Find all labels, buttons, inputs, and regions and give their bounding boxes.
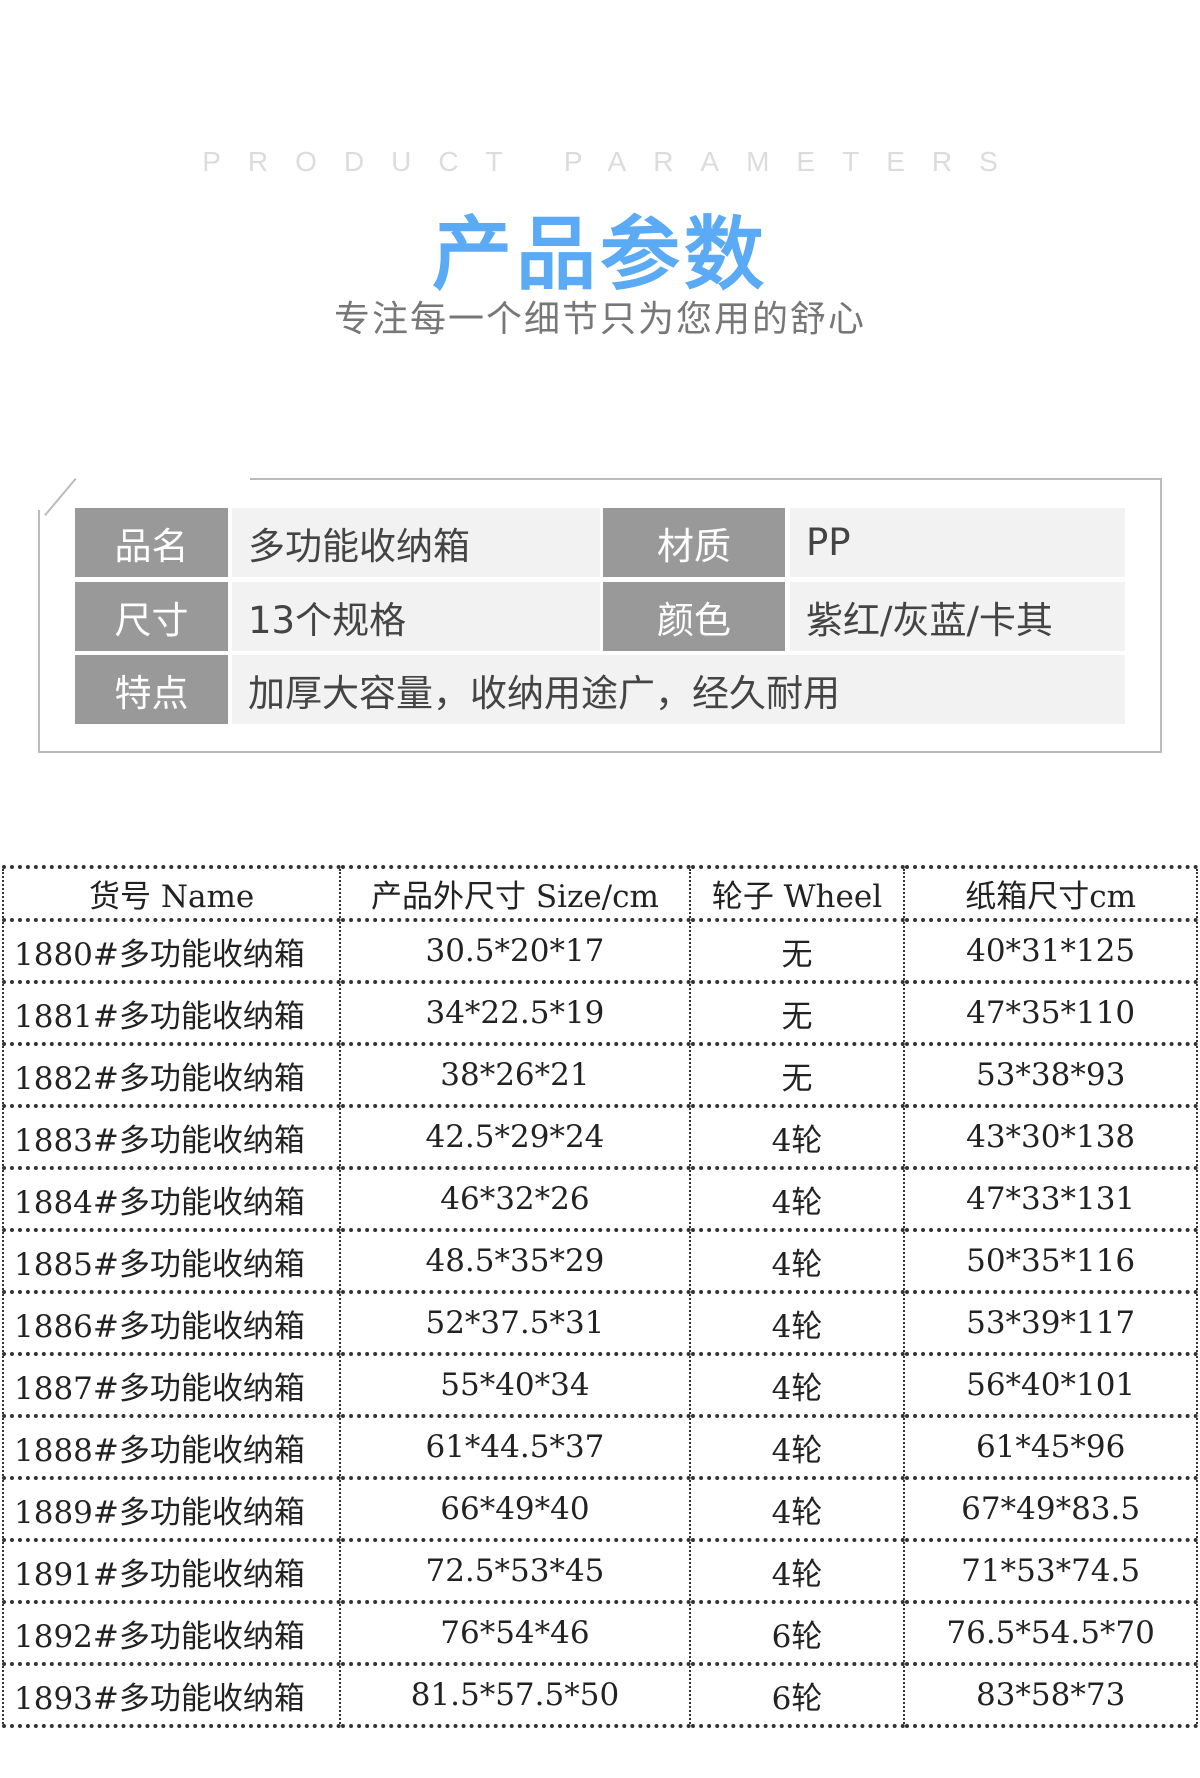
table-row: 1887#多功能收纳箱 55*40*34 4轮 56*40*101 <box>1 1354 1198 1418</box>
table-cell: 30.5*20*17 <box>339 920 691 984</box>
param-value: 多功能收纳箱 <box>232 508 600 577</box>
table-cell: 1883#多功能收纳箱 <box>1 1106 342 1170</box>
table-cell: 1881#多功能收纳箱 <box>1 982 342 1046</box>
param-label: 特点 <box>75 655 228 724</box>
table-cell: 53*39*117 <box>903 1292 1198 1356</box>
table-cell: 83*58*73 <box>903 1664 1198 1728</box>
table-cell: 47*35*110 <box>903 982 1198 1046</box>
column-header: 轮子 Wheel <box>688 865 906 922</box>
column-header: 货号 Name <box>1 865 342 922</box>
table-cell: 无 <box>688 1044 906 1108</box>
table-row: 1880#多功能收纳箱 30.5*20*17 无 40*31*125 <box>1 920 1198 984</box>
table-cell: 52*37.5*31 <box>339 1292 691 1356</box>
table-cell: 48.5*35*29 <box>339 1230 691 1294</box>
table-cell: 42.5*29*24 <box>339 1106 691 1170</box>
table-cell: 6轮 <box>688 1664 906 1728</box>
table-cell: 55*40*34 <box>339 1354 691 1418</box>
param-value: 13个规格 <box>232 582 600 651</box>
frame-line <box>250 478 1162 480</box>
table-cell: 72.5*53*45 <box>339 1540 691 1604</box>
table-cell: 76.5*54.5*70 <box>903 1602 1198 1666</box>
table-cell: 81.5*57.5*50 <box>339 1664 691 1728</box>
table-cell: 66*49*40 <box>339 1478 691 1542</box>
table-cell: 4轮 <box>688 1540 906 1604</box>
subtitle: 专注每一个细节只为您用的舒心 <box>333 299 866 340</box>
table-cell: 4轮 <box>688 1168 906 1232</box>
table-row: 1891#多功能收纳箱 72.5*53*45 4轮 71*53*74.5 <box>1 1540 1198 1604</box>
column-header: 产品外尺寸 Size/cm <box>339 865 691 922</box>
table-row: 1886#多功能收纳箱 52*37.5*31 4轮 53*39*117 <box>1 1292 1198 1356</box>
table-cell: 1886#多功能收纳箱 <box>1 1292 342 1356</box>
param-value: 加厚大容量，收纳用途广，经久耐用 <box>232 655 1125 724</box>
table-cell: 1888#多功能收纳箱 <box>1 1416 342 1480</box>
table-cell: 46*32*26 <box>339 1168 691 1232</box>
table-cell: 50*35*116 <box>903 1230 1198 1294</box>
params-box <box>38 478 1162 753</box>
frame-line <box>38 510 40 751</box>
table-cell: 4轮 <box>688 1230 906 1294</box>
param-label: 尺寸 <box>75 582 228 651</box>
table-cell: 1889#多功能收纳箱 <box>1 1478 342 1542</box>
param-label: 颜色 <box>603 582 785 651</box>
param-label: 品名 <box>75 508 228 577</box>
table-cell: 1882#多功能收纳箱 <box>1 1044 342 1108</box>
column-header: 纸箱尺寸cm <box>903 865 1198 922</box>
table-cell: 40*31*125 <box>903 920 1198 984</box>
table-cell: 无 <box>688 982 906 1046</box>
table-cell: 67*49*83.5 <box>903 1478 1198 1542</box>
size-table: 货号 Name 产品外尺寸 Size/cm 轮子 Wheel 纸箱尺寸cm 1880#… <box>1 865 1198 1728</box>
table-cell: 38*26*21 <box>339 1044 691 1108</box>
table-cell: 1884#多功能收纳箱 <box>1 1168 342 1232</box>
table-cell: 34*22.5*19 <box>339 982 691 1046</box>
table-cell: 61*45*96 <box>903 1416 1198 1480</box>
table-cell: 1880#多功能收纳箱 <box>1 920 342 984</box>
table-cell: 1892#多功能收纳箱 <box>1 1602 342 1666</box>
table-cell: 4轮 <box>688 1354 906 1418</box>
table-cell: 61*44.5*37 <box>339 1416 691 1480</box>
table-row: 1883#多功能收纳箱 42.5*29*24 4轮 43*30*138 <box>1 1106 1198 1170</box>
table-cell: 76*54*46 <box>339 1602 691 1666</box>
table-cell: 无 <box>688 920 906 984</box>
english-heading: PRODUCT PARAMETERS <box>202 146 1025 177</box>
table-cell: 1885#多功能收纳箱 <box>1 1230 342 1294</box>
table-row: 1889#多功能收纳箱 66*49*40 4轮 67*49*83.5 <box>1 1478 1198 1542</box>
table-row: 1892#多功能收纳箱 76*54*46 6轮 76.5*54.5*70 <box>1 1602 1198 1666</box>
table-cell: 1887#多功能收纳箱 <box>1 1354 342 1418</box>
table-row: 1885#多功能收纳箱 48.5*35*29 4轮 50*35*116 <box>1 1230 1198 1294</box>
table-cell: 1891#多功能收纳箱 <box>1 1540 342 1604</box>
param-value: PP <box>790 508 1125 577</box>
table-row: 1884#多功能收纳箱 46*32*26 4轮 47*33*131 <box>1 1168 1198 1232</box>
frame-corner <box>44 478 77 517</box>
table-cell: 43*30*138 <box>903 1106 1198 1170</box>
table-cell: 6轮 <box>688 1602 906 1666</box>
page-title: 产品参数 <box>432 208 768 301</box>
table-cell: 47*33*131 <box>903 1168 1198 1232</box>
table-cell: 4轮 <box>688 1292 906 1356</box>
table-cell: 4轮 <box>688 1416 906 1480</box>
table-cell: 71*53*74.5 <box>903 1540 1198 1604</box>
param-value: 紫红/灰蓝/卡其 <box>790 582 1125 651</box>
table-cell: 56*40*101 <box>903 1354 1198 1418</box>
table-row: 1882#多功能收纳箱 38*26*21 无 53*38*93 <box>1 1044 1198 1108</box>
table-row: 1893#多功能收纳箱 81.5*57.5*50 6轮 83*58*73 <box>1 1664 1198 1728</box>
table-row: 1881#多功能收纳箱 34*22.5*19 无 47*35*110 <box>1 982 1198 1046</box>
table-cell: 53*38*93 <box>903 1044 1198 1108</box>
table-cell: 4轮 <box>688 1106 906 1170</box>
table-cell: 1893#多功能收纳箱 <box>1 1664 342 1728</box>
table-row: 1888#多功能收纳箱 61*44.5*37 4轮 61*45*96 <box>1 1416 1198 1480</box>
param-label: 材质 <box>603 508 785 577</box>
table-cell: 4轮 <box>688 1478 906 1542</box>
